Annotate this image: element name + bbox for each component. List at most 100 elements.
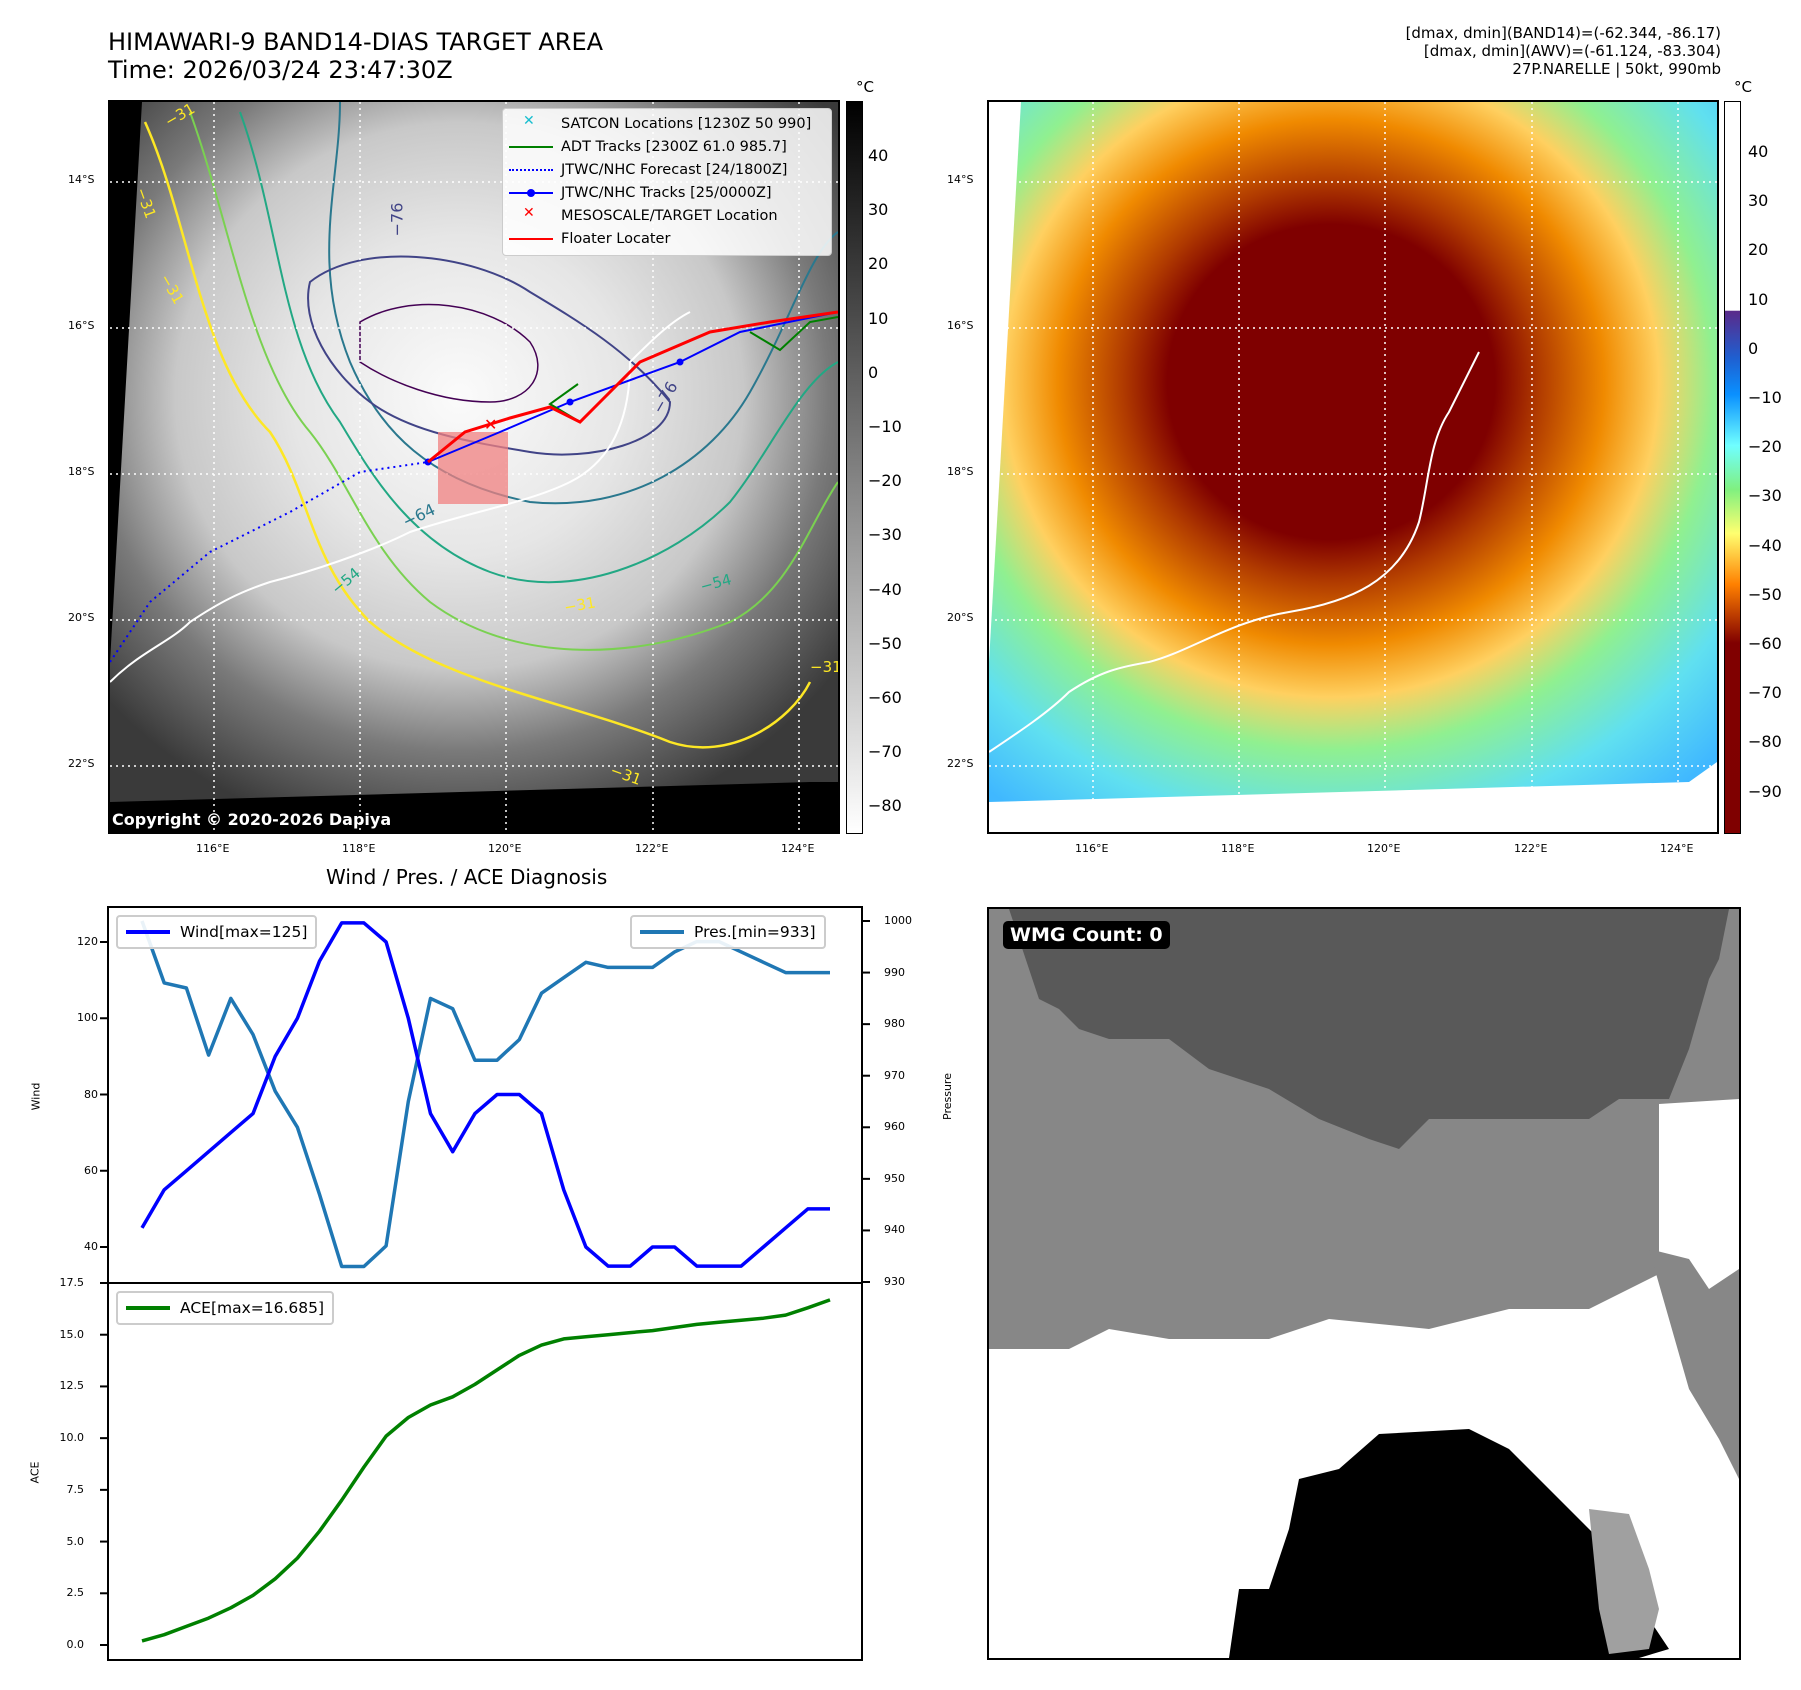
adt-track: [749, 316, 838, 352]
colorbar-unit: °C: [856, 78, 874, 96]
colorbar-tick-label: −70: [1748, 683, 1782, 703]
lat-tick: 20°S: [68, 611, 95, 624]
lon-tick: 116°E: [1075, 842, 1109, 855]
pressure-line: [140, 920, 830, 1269]
wmg-image: [989, 909, 1739, 1658]
jtwc-track-point: [676, 358, 684, 366]
colorbar-tick-label: −60: [868, 688, 902, 707]
ace-tick-label: 15.0: [59, 1327, 85, 1341]
ace-axes: [107, 1282, 863, 1661]
wmg-class-mid-gray: [1589, 1509, 1659, 1654]
stats-band14: [dmax, dmin](BAND14)=(-62.344, -86.17): [1405, 24, 1721, 42]
lat-tick: 14°S: [68, 173, 95, 186]
lon-tick: 118°E: [342, 842, 376, 855]
contour-minus54: [239, 111, 838, 584]
contour-minus31: [143, 121, 812, 749]
title-line-2: Time: 2026/03/24 23:47:30Z: [108, 56, 453, 84]
colorbar-unit: °C: [1734, 78, 1752, 96]
line-icon: [509, 232, 553, 246]
colorbar-tick-label: 20: [1748, 240, 1769, 260]
ace-tick-label: 7.5: [66, 1482, 85, 1496]
pressure-tick-label: 960: [884, 1120, 905, 1134]
lat-tick: 20°S: [947, 611, 974, 624]
wmg-class-black: [1229, 1429, 1669, 1658]
stats-block: [dmax, dmin](BAND14)=(-62.344, -86.17) […: [1406, 24, 1721, 78]
awv-map-panel: [987, 100, 1719, 834]
lon-tick: 116°E: [196, 842, 230, 855]
pressure-tick-label: 950: [884, 1171, 905, 1185]
contour-minus80: [359, 303, 539, 403]
ace-tick-label: 17.5: [59, 1276, 85, 1289]
ace-tick-label: 10.0: [59, 1431, 85, 1445]
lat-tick: 14°S: [947, 173, 974, 186]
colorbar-tick-label: 20: [868, 254, 889, 274]
lon-tick: 124°E: [1660, 842, 1694, 855]
contour-label: −31: [810, 658, 840, 676]
ace-legend: ACE[max=16.685]: [116, 1291, 335, 1325]
lat-tick: 16°S: [947, 319, 974, 332]
colorbar-tick-label: 30: [868, 200, 889, 220]
lon-tick: 124°E: [781, 842, 815, 855]
pressure-tick-label: 1000: [884, 914, 912, 927]
coastline: [110, 311, 691, 683]
contour-minus42: [189, 111, 838, 651]
legend-item-adt: ADT Tracks [2300Z 61.0 985.7]: [509, 135, 825, 158]
diagnosis-chart: [100, 906, 870, 1661]
dotted-line-icon: [509, 163, 553, 177]
ir-map-image: ✕: [110, 102, 838, 832]
floater-locater-track: [427, 310, 838, 464]
wind-pressure-axes: [107, 906, 863, 1284]
map-gridlines: [989, 102, 1717, 832]
line-dot-icon: [509, 186, 553, 200]
wmg-panel: WMG Count: 0: [987, 907, 1741, 1660]
lon-tick: 122°E: [635, 842, 669, 855]
wmg-count-badge: WMG Count: 0: [1003, 921, 1170, 949]
legend-item-jtwc-forecast: JTWC/NHC Forecast [24/1800Z]: [509, 158, 825, 181]
lat-tick: 16°S: [68, 319, 95, 332]
awv-image-swath: [989, 102, 1717, 802]
ace-tick-label: 0.0: [66, 1638, 85, 1651]
lat-tick: 18°S: [947, 465, 974, 478]
pressure-tick-label: 970: [884, 1068, 905, 1082]
colorbar-tick-label: 10: [1748, 289, 1769, 309]
lon-tick: 118°E: [1221, 842, 1255, 855]
figure-title: HIMAWARI-9 BAND14-DIAS TARGET AREA Time:…: [108, 28, 603, 84]
storm-info: 27P.NARELLE | 50kt, 990mb: [1512, 60, 1721, 78]
pressure-tick-label: 930: [884, 1275, 905, 1288]
coastline: [989, 351, 1480, 753]
lon-tick: 120°E: [1367, 842, 1401, 855]
colorbar-tick-label: −40: [868, 579, 902, 599]
colorbar-tick-label: 40: [868, 146, 889, 165]
colorbar-tick-label: −70: [868, 742, 902, 762]
colorbar-tick-label: 0: [868, 362, 879, 382]
wmg-class-dark-gray: [1009, 909, 1729, 1149]
colorbar-tick-label: −50: [1748, 584, 1782, 604]
wind-line: [140, 921, 830, 1268]
jtwc-best-track: [427, 311, 838, 463]
colorbar-tick-label: 10: [868, 308, 889, 328]
copyright-notice: Copyright © 2020-2026 Dapiya: [112, 810, 392, 829]
wind-tick-label: 100: [77, 1011, 98, 1025]
wind-tick-label: 80: [84, 1087, 98, 1101]
wind-legend: Wind[max=125]: [116, 915, 318, 949]
colorbar-tick-label: −30: [1748, 486, 1782, 506]
colorbar-tick-label: −60: [1748, 634, 1782, 653]
wind-tick-label: 40: [84, 1240, 98, 1253]
ace-legend-line-icon: [126, 1306, 170, 1310]
awv-colorbar: [1724, 101, 1741, 834]
legend-item-mesoscale: ✕ MESOSCALE/TARGET Location: [509, 204, 825, 227]
ir-map-panel: ✕ −31 −31 −76 −76 −64 −54 −54 −31 −31 −3…: [108, 100, 840, 834]
wind-legend-line-icon: [126, 930, 170, 934]
lat-tick: 18°S: [68, 465, 95, 478]
contour-minus76: [307, 255, 672, 456]
colorbar-tick-label: −20: [1748, 437, 1782, 457]
pressure-tick-label: 940: [884, 1223, 905, 1237]
pressure-tick-label: 980: [884, 1017, 905, 1031]
ace-tick-label: 2.5: [66, 1586, 85, 1600]
pressure-legend-line-icon: [640, 930, 684, 934]
diagnosis-title: Wind / Pres. / ACE Diagnosis: [326, 865, 608, 889]
map-legend: ✕ SATCON Locations [1230Z 50 990] ADT Tr…: [502, 108, 832, 256]
legend-item-jtwc-tracks: JTWC/NHC Tracks [25/0000Z]: [509, 181, 825, 204]
jtwc-track-point: [566, 398, 574, 406]
colorbar-tick-label: −80: [868, 796, 902, 816]
